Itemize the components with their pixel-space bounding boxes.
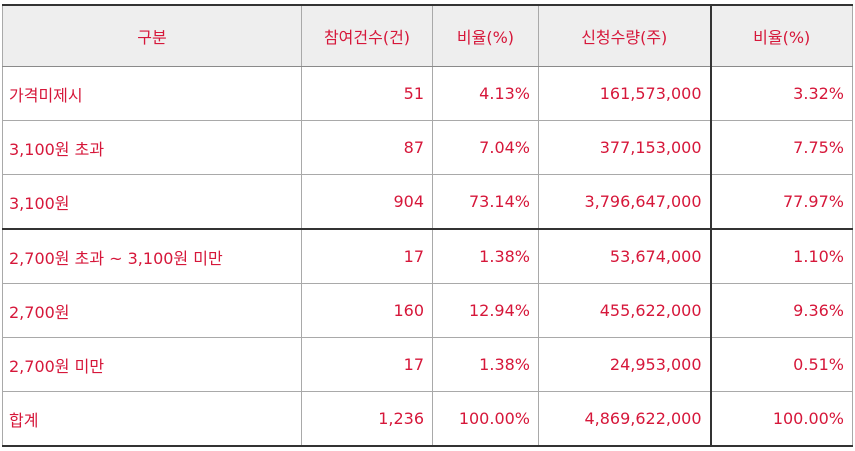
row-count-ratio: 7.04% xyxy=(432,120,539,175)
demand-forecast-table-container: 구분 참여건수(건) 비율(%) 신청수량(주) 비율(%) 가격미제시 51 … xyxy=(2,4,853,447)
row-label: 3,100원 초과 xyxy=(2,120,302,175)
row-label: 2,700원 미만 xyxy=(2,337,302,392)
row-quantity: 3,796,647,000 xyxy=(538,174,711,230)
row-quantity: 53,674,000 xyxy=(538,228,711,284)
row-label: 2,700원 xyxy=(2,283,302,338)
table-row: 2,700원 초과 ~ 3,100원 미만 17 1.38% 53,674,00… xyxy=(2,228,853,284)
header-count-ratio: 비율(%) xyxy=(432,4,539,67)
total-label: 합계 xyxy=(2,391,302,447)
row-quantity-ratio: 3.32% xyxy=(709,66,853,121)
row-count: 17 xyxy=(301,228,433,284)
row-quantity-ratio: 0.51% xyxy=(709,337,853,392)
row-count-ratio: 1.38% xyxy=(432,337,539,392)
header-participation-count: 참여건수(건) xyxy=(301,4,433,67)
header-requested-quantity: 신청수량(주) xyxy=(538,4,711,67)
row-quantity-ratio: 7.75% xyxy=(709,120,853,175)
row-count: 51 xyxy=(301,66,433,121)
header-category: 구분 xyxy=(2,4,302,67)
header-quantity-ratio: 비율(%) xyxy=(709,4,853,67)
row-count: 160 xyxy=(301,283,433,338)
table-row: 2,700원 미만 17 1.38% 24,953,000 0.51% xyxy=(2,337,853,392)
header-row: 구분 참여건수(건) 비율(%) 신청수량(주) 비율(%) xyxy=(2,4,853,67)
row-quantity: 455,622,000 xyxy=(538,283,711,338)
row-count-ratio: 4.13% xyxy=(432,66,539,121)
row-count: 87 xyxy=(301,120,433,175)
demand-forecast-table: 구분 참여건수(건) 비율(%) 신청수량(주) 비율(%) 가격미제시 51 … xyxy=(2,4,853,447)
total-count: 1,236 xyxy=(301,391,433,447)
total-quantity-ratio: 100.00% xyxy=(709,391,853,447)
row-count: 904 xyxy=(301,174,433,230)
row-count-ratio: 12.94% xyxy=(432,283,539,338)
row-count-ratio: 1.38% xyxy=(432,228,539,284)
row-label: 2,700원 초과 ~ 3,100원 미만 xyxy=(2,228,302,284)
total-quantity: 4,869,622,000 xyxy=(538,391,711,447)
row-label: 가격미제시 xyxy=(2,66,302,121)
row-quantity-ratio: 77.97% xyxy=(709,174,853,230)
row-quantity: 377,153,000 xyxy=(538,120,711,175)
total-count-ratio: 100.00% xyxy=(432,391,539,447)
total-row: 합계 1,236 100.00% 4,869,622,000 100.00% xyxy=(2,391,853,447)
table-row: 3,100원 904 73.14% 3,796,647,000 77.97% xyxy=(2,174,853,230)
row-quantity: 161,573,000 xyxy=(538,66,711,121)
table-row: 2,700원 160 12.94% 455,622,000 9.36% xyxy=(2,283,853,338)
table-row: 3,100원 초과 87 7.04% 377,153,000 7.75% xyxy=(2,120,853,175)
row-quantity-ratio: 9.36% xyxy=(709,283,853,338)
table-row: 가격미제시 51 4.13% 161,573,000 3.32% xyxy=(2,66,853,121)
row-count: 17 xyxy=(301,337,433,392)
row-label: 3,100원 xyxy=(2,174,302,230)
row-count-ratio: 73.14% xyxy=(432,174,539,230)
row-quantity-ratio: 1.10% xyxy=(709,228,853,284)
row-quantity: 24,953,000 xyxy=(538,337,711,392)
